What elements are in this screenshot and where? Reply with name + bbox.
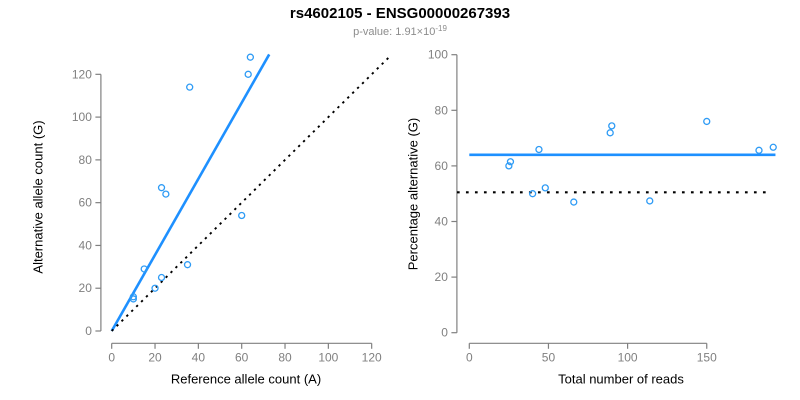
left-y-tick-label: 40 <box>79 238 93 252</box>
left-data-point <box>162 190 170 198</box>
pvalue-text: p-value: 1.91×10 <box>353 26 436 38</box>
right-x-tick-label: 0 <box>466 350 473 364</box>
left-x-tick-label: 0 <box>108 350 115 364</box>
right-x-axis-title: Total number of reads <box>558 371 684 387</box>
right-data-point <box>570 198 578 206</box>
left-x-tick-label: 100 <box>318 350 338 364</box>
figure-subtitle: p-value: 1.91×10-19 <box>0 24 800 38</box>
left-data-point <box>129 295 138 303</box>
right-data-point <box>541 184 549 192</box>
left-data-point <box>151 284 159 292</box>
left-x-tick-label: 20 <box>148 350 162 364</box>
right-x-tick-label: 50 <box>542 350 556 364</box>
left-x-tick-label: 120 <box>362 350 382 364</box>
left-data-point <box>157 273 166 282</box>
left-y-tick-label: 80 <box>79 153 93 167</box>
left-y-axis-title: Alternative allele count (G) <box>30 120 46 274</box>
right-y-tick-label: 60 <box>435 159 449 173</box>
right-data-point <box>646 197 654 205</box>
right-data-point <box>528 190 537 198</box>
right-data-point <box>608 122 616 130</box>
right-data-point <box>506 158 515 166</box>
left-data-point <box>140 265 148 273</box>
identity-line <box>111 55 391 332</box>
left-data-point <box>157 184 166 192</box>
left-data-point <box>246 53 255 61</box>
right-y-tick-label: 80 <box>435 103 449 117</box>
left-y-tick-label: 20 <box>79 281 93 295</box>
fit-line <box>110 53 271 332</box>
right-data-point <box>755 146 763 154</box>
right-y-tick-label: 40 <box>435 215 449 229</box>
pvalue-exponent: -19 <box>435 24 447 33</box>
right-data-point <box>703 117 711 126</box>
left-y-tick-label: 120 <box>72 67 92 81</box>
right-data-point <box>769 143 777 151</box>
left-data-point <box>186 83 194 91</box>
right-y-tick-label: 20 <box>435 270 449 284</box>
left-x-axis-title: Reference allele count (A) <box>170 371 322 387</box>
left-x-tick-label: 40 <box>192 350 206 364</box>
right-x-tick-label: 100 <box>618 350 638 364</box>
right-data-point <box>535 145 543 154</box>
right-y-tick-label: 100 <box>428 48 448 62</box>
right-y-axis-title: Percentage alternative (G) <box>405 117 421 271</box>
figure-title: rs4602105 - ENSG00000267393 <box>289 5 511 22</box>
left-y-tick-label: 0 <box>85 324 92 338</box>
right-y-tick-label: 0 <box>441 326 448 340</box>
right-x-tick-label: 150 <box>697 350 717 364</box>
left-y-tick-label: 100 <box>72 110 92 124</box>
right-data-point <box>505 162 513 170</box>
left-data-point <box>244 70 252 78</box>
left-x-tick-label: 60 <box>235 350 249 364</box>
left-data-point <box>183 261 192 269</box>
left-x-tick-label: 80 <box>278 350 292 364</box>
right-data-point <box>606 129 614 137</box>
left-data-point <box>238 211 246 220</box>
left-y-tick-label: 60 <box>79 196 93 210</box>
left-data-point <box>129 293 138 301</box>
